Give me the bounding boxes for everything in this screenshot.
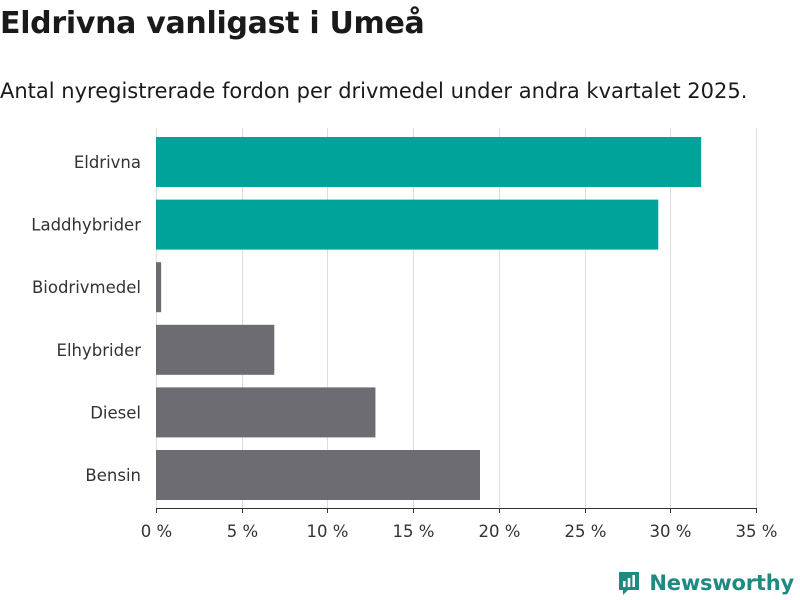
chart-title: Eldrivna vanligast i Umeå [0, 6, 425, 41]
bar [156, 450, 480, 500]
category-label: Laddhybrider [31, 216, 141, 235]
x-tick-label: 20 % [479, 522, 521, 541]
category-label: Biodrivmedel [32, 278, 141, 297]
category-label: Diesel [90, 403, 141, 422]
category-label: Elhybrider [57, 341, 142, 360]
x-tick-label: 0 % [141, 522, 172, 541]
bar [156, 324, 275, 375]
x-tick-label: 30 % [650, 522, 692, 541]
category-label: Bensin [85, 466, 141, 485]
x-tick-label: 25 % [565, 522, 607, 541]
brand-name: Newsworthy [649, 571, 794, 595]
x-tick-label: 10 % [307, 522, 349, 541]
x-tick-label: 15 % [393, 522, 435, 541]
bar [156, 387, 376, 438]
x-tick-label: 5 % [227, 522, 258, 541]
bar [156, 199, 659, 250]
newsworthy-logo-icon [619, 572, 640, 595]
chart-subtitle: Antal nyregistrerade fordon per drivmede… [0, 79, 748, 103]
x-tick-label: 35 % [736, 522, 778, 541]
brand-logo: Newsworthy [617, 570, 794, 596]
bar [156, 137, 702, 187]
category-label: Eldrivna [74, 153, 141, 172]
bar [156, 262, 162, 313]
